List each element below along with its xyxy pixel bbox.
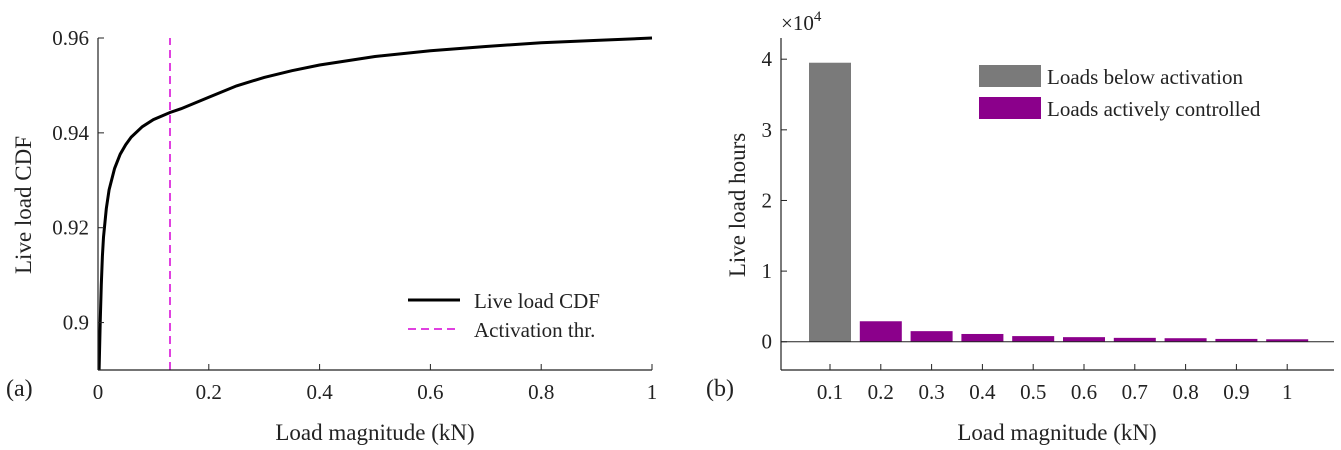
legend-swatch-loads-below-activation <box>979 65 1041 87</box>
panel-a-legend: Live load CDF Activation thr. <box>408 289 600 342</box>
panel-b-x-tick-label: 0.9 <box>1223 380 1249 404</box>
panel-a-x-tick-label: 0.8 <box>528 380 554 404</box>
panel-a-y-tick-label: 0.96 <box>52 26 89 50</box>
legend-swatch-loads-actively-controlled <box>979 97 1041 119</box>
bar-0.2 <box>859 321 902 342</box>
panel-b-x-tick-label: 0.5 <box>1020 380 1046 404</box>
panel-b-x-tick-label: 1 <box>1282 380 1293 404</box>
bar-0.7 <box>1113 337 1156 342</box>
legend-label-live-load-cdf: Live load CDF <box>474 289 600 313</box>
panel-a-x-tick-label: 0.6 <box>417 380 443 404</box>
panel-b-y-multiplier: ×104 <box>781 9 822 35</box>
panel-a-ylabel: Live load CDF <box>11 136 36 274</box>
bar-1 <box>1266 339 1309 342</box>
panel-a-ticks: 0 0.2 0.4 0.6 0.8 1 0.9 0.92 0.94 0.96 <box>52 26 657 404</box>
panel-b-y-multiplier-base: ×10 <box>781 11 814 35</box>
panel-b-x-tick-label: 0.8 <box>1172 380 1198 404</box>
panel-a-y-tick-label: 0.94 <box>52 121 89 145</box>
panel-b-x-tick-label: 0.4 <box>969 380 996 404</box>
panel-a-y-tick-label: 0.9 <box>63 311 89 335</box>
panel-b-ticks: 0.1 0.2 0.3 0.4 0.5 0.6 0.7 0.8 0.9 1 0 1 2 3 4 <box>762 47 1293 404</box>
series-live-load-cdf <box>97 36 653 371</box>
panel-b-y-multiplier-exponent: 4 <box>814 9 822 25</box>
panel-b-x-tick-label: 0.2 <box>868 380 894 404</box>
panel-b-y-tick-label: 1 <box>762 259 773 283</box>
bar-0.5 <box>1012 336 1055 342</box>
panel-a-label: (a) <box>6 376 33 402</box>
bar-0.1 <box>809 62 851 342</box>
legend-label-loads-below-activation: Loads below activation <box>1047 65 1243 89</box>
bar-0.9 <box>1215 338 1258 342</box>
panel-a-plot-area <box>97 36 653 371</box>
panel-b-legend: Loads below activation Loads actively co… <box>979 65 1261 121</box>
panel-b-x-tick-label: 0.7 <box>1122 380 1148 404</box>
bar-0.8 <box>1164 338 1207 342</box>
panel-a-x-tick-label: 0.4 <box>306 380 333 404</box>
panel-a-cdf-chart: 0 0.2 0.4 0.6 0.8 1 0.9 0.92 0.94 0.96 Load magni… <box>6 26 657 445</box>
panel-b-axes <box>780 38 1334 371</box>
panel-a-xlabel: Load magnitude (kN) <box>275 420 474 445</box>
panel-b-plot-area <box>809 62 1309 342</box>
panel-a-y-tick-label: 0.92 <box>52 216 89 240</box>
panel-b-xlabel: Load magnitude (kN) <box>957 420 1156 445</box>
panel-a-axes <box>97 38 652 371</box>
panel-b-y-tick-label: 3 <box>762 118 773 142</box>
panel-b-label: (b) <box>706 376 734 402</box>
panel-a-x-tick-label: 0.2 <box>196 380 222 404</box>
legend-label-activation-thr: Activation thr. <box>474 318 595 342</box>
panel-b-x-tick-label: 0.3 <box>918 380 944 404</box>
bar-0.4 <box>961 333 1004 342</box>
bar-0.6 <box>1063 337 1105 342</box>
panel-a-x-tick-label: 0 <box>93 380 104 404</box>
panel-b-y-tick-label: 4 <box>762 47 773 71</box>
panel-b-y-tick-label: 0 <box>762 330 773 354</box>
panel-b-ylabel: Live load hours <box>725 133 750 277</box>
bar-0.3 <box>910 331 953 342</box>
panel-b-x-tick-label: 0.6 <box>1071 380 1097 404</box>
legend-label-loads-actively-controlled: Loads actively controlled <box>1047 97 1261 121</box>
panel-a-x-tick-label: 1 <box>647 380 658 404</box>
panel-b-x-tick-label: 0.1 <box>817 380 843 404</box>
panel-b-y-tick-label: 2 <box>762 188 773 212</box>
